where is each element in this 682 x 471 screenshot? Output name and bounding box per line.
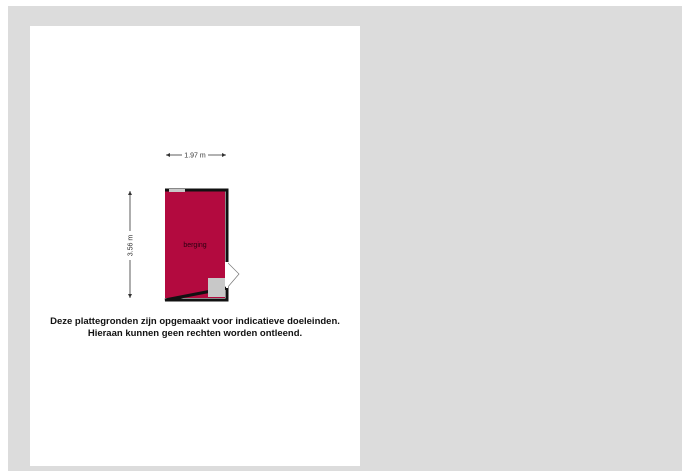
floorplan-sheet: 1.97 m 3.56 m berging Deze pl: [30, 26, 360, 466]
room-walls: [164, 188, 229, 302]
image-viewer-background: 1.97 m 3.56 m berging Deze pl: [8, 6, 682, 471]
disclaimer-line-1: Deze plattegronden zijn opgemaakt voor i…: [50, 316, 340, 327]
disclaimer-text: Deze plattegronden zijn opgemaakt voor i…: [30, 316, 360, 340]
room-berging: berging: [164, 188, 240, 302]
height-dimension: 3.56 m: [128, 191, 135, 298]
width-dimension: 1.97 m: [166, 153, 226, 160]
fixture-box: [208, 278, 225, 297]
disclaimer-line-2: Hieraan kunnen geen rechten worden ontle…: [87, 328, 303, 339]
width-dimension-label: 1.97 m: [184, 153, 206, 160]
door-swing: [226, 261, 240, 289]
floorplan-drawing: 1.97 m 3.56 m berging: [128, 153, 240, 302]
room-label: berging: [183, 242, 206, 249]
window-marker: [169, 189, 185, 192]
height-dimension-label: 3.56 m: [128, 235, 135, 257]
